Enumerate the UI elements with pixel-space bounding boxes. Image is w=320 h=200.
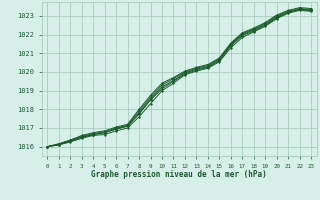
X-axis label: Graphe pression niveau de la mer (hPa): Graphe pression niveau de la mer (hPa): [91, 170, 267, 179]
